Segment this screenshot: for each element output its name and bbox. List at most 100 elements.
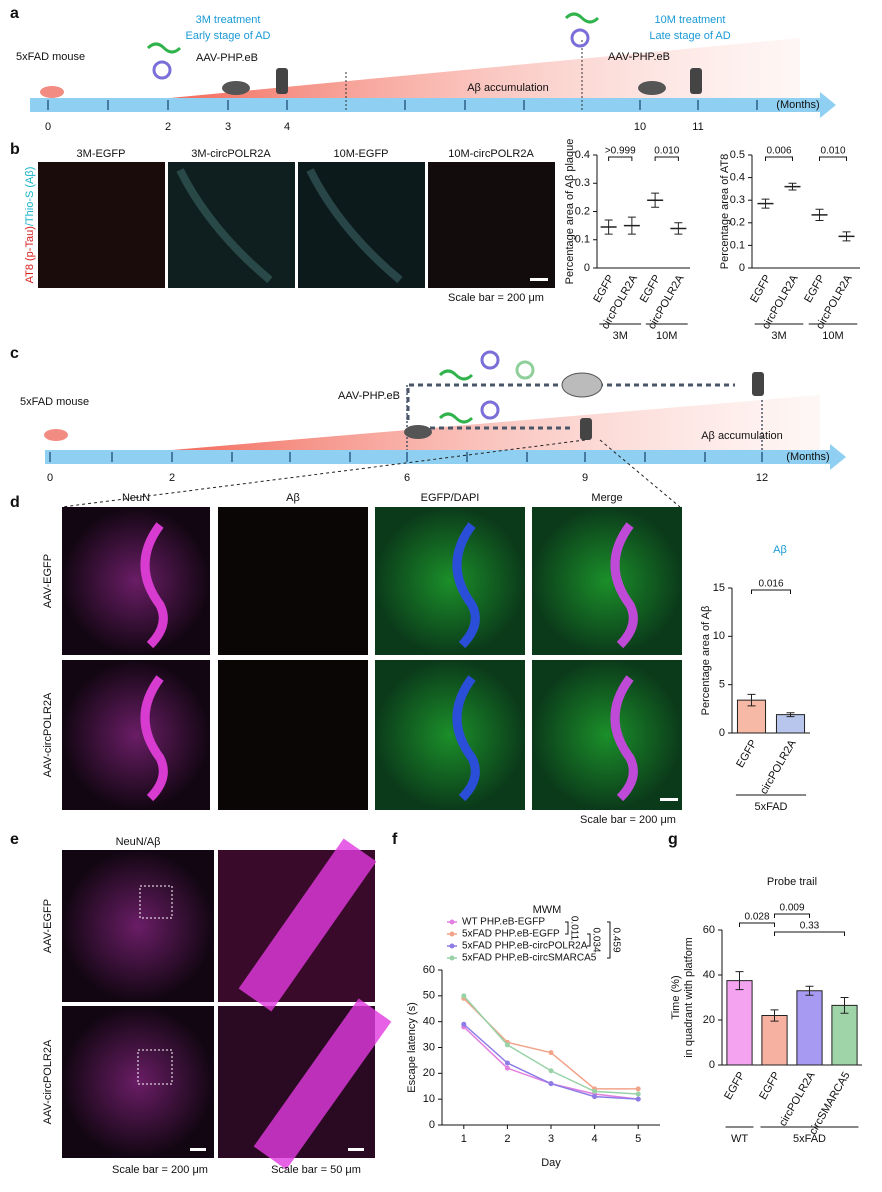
y-tick-label: 60	[423, 964, 435, 976]
legend-label: 5xFAD PHP.eB-EGFP	[462, 929, 560, 940]
micrographs	[62, 507, 682, 810]
y-tick-label: 0.1	[575, 234, 590, 246]
column-label: EGFP/DAPI	[421, 492, 480, 504]
y-axis-label: Time (%)	[670, 975, 682, 1019]
y-tick-label: 0.3	[575, 177, 590, 189]
y-tick-label: 0.4	[730, 172, 745, 184]
scale-label: Scale bar = 200 μm	[580, 814, 676, 826]
y-tick-label: 0	[719, 727, 725, 739]
x-tick-label: 1	[461, 1133, 467, 1145]
comparison-label: 0.011	[568, 916, 579, 941]
error-bar	[604, 219, 613, 235]
label: AAV-PHP.eB	[196, 52, 258, 64]
y-tick-label: 20	[703, 1014, 715, 1026]
label: 3M treatment	[196, 14, 261, 26]
tick-label: 4	[284, 121, 290, 133]
group-label: 3M	[771, 330, 786, 342]
timeline-ticks	[47, 100, 758, 110]
legend-marker	[449, 943, 455, 949]
accumulation-wedge	[172, 395, 820, 450]
column-label: Merge	[591, 492, 622, 504]
x-tick-label: EGFP	[722, 1070, 747, 1102]
label: Aβ accumulation	[467, 82, 549, 94]
y-axis-label: Percentage area of Aβ	[700, 606, 712, 716]
point	[548, 1068, 554, 1074]
comparison-label: 0.006	[766, 146, 791, 157]
comparison-label: 0.010	[820, 146, 845, 157]
point	[461, 1021, 467, 1027]
panel-letter: e	[10, 831, 19, 848]
bar	[775, 714, 806, 734]
error-bar	[788, 182, 797, 191]
line	[463, 1023, 639, 1100]
point	[461, 993, 467, 999]
dish-icon	[561, 372, 603, 398]
label: 5xFAD mouse	[16, 51, 85, 63]
circrna-icon	[515, 360, 535, 380]
mouse-icon	[44, 429, 68, 441]
x-tick-label: EGFP	[802, 273, 827, 305]
aav-icon	[570, 28, 590, 48]
y-tick-label: 40	[703, 969, 715, 981]
legend-label: 5xFAD PHP.eB-circSMARCA5	[462, 953, 597, 964]
comparison-bracket	[819, 156, 847, 161]
y-tick-label: 0	[429, 1119, 435, 1131]
point	[504, 1060, 510, 1066]
tick-label: 12	[756, 472, 768, 484]
chart-title: Probe trail	[767, 876, 817, 888]
comparison-bracket	[765, 156, 793, 161]
comparison-label: 0.009	[779, 903, 804, 914]
comparison-label: 0.010	[654, 146, 679, 157]
y-tick-label: 0.3	[730, 194, 745, 206]
comparison-bracket	[751, 589, 791, 594]
y-tick-label: 0.5	[730, 149, 745, 161]
mouse-icon	[40, 86, 64, 98]
x-tick-label: EGFP	[734, 738, 759, 770]
y-axis-label: Percentage area of AT8	[719, 154, 731, 269]
comparison-bracket	[654, 156, 679, 161]
scale-label: Scale bar = 50 μm	[271, 1164, 361, 1176]
y-tick-label: 0.1	[730, 239, 745, 251]
chart-title: Aβ	[773, 544, 787, 556]
comparison-label: >0.999	[605, 146, 636, 157]
error-bar	[627, 216, 636, 235]
comparison-bracket	[739, 922, 775, 927]
x-tick-label: circPOLR2A	[777, 1069, 818, 1128]
comparison-label: 0.459	[610, 927, 621, 952]
mouse-icon	[222, 81, 250, 95]
microscope-icon	[580, 418, 592, 440]
x-tick-label: circPOLR2A	[758, 737, 799, 796]
bar	[796, 990, 823, 1066]
legend-marker	[449, 919, 455, 925]
group-label: 5xFAD	[793, 1133, 826, 1145]
legend-label: WT PHP.eB-EGFP	[462, 917, 545, 928]
panel-letter: d	[10, 494, 20, 511]
comparison-bracket	[608, 156, 633, 161]
bar	[761, 1015, 788, 1066]
point	[635, 1091, 641, 1097]
line	[463, 997, 639, 1090]
timeline-arrow	[820, 92, 836, 118]
point	[504, 1042, 510, 1048]
bar	[831, 1004, 858, 1066]
error-bar	[815, 208, 824, 222]
rna-icon	[146, 42, 182, 54]
comparison-bracket	[565, 921, 569, 935]
y-tick-label: 0.2	[730, 217, 745, 229]
x-tick-label: EGFP	[757, 1070, 782, 1102]
scale-label: Scale bar = 200 μm	[112, 1164, 208, 1176]
x-tick-label: EGFP	[748, 273, 773, 305]
x-tick-label: 5	[635, 1133, 641, 1145]
error-bar	[786, 712, 795, 718]
y-tick-label: 0	[739, 262, 745, 274]
timeline	[30, 98, 820, 112]
comparison-bracket	[774, 931, 845, 936]
label: Early stage of AD	[186, 30, 271, 42]
tick-label: 9	[582, 472, 588, 484]
error-bar	[840, 997, 849, 1014]
microscope-icon	[752, 372, 764, 396]
line	[463, 995, 639, 1095]
label: AAV-PHP.eB	[338, 390, 400, 402]
x-tick-label: 2	[504, 1133, 510, 1145]
label: Late stage of AD	[649, 30, 730, 42]
